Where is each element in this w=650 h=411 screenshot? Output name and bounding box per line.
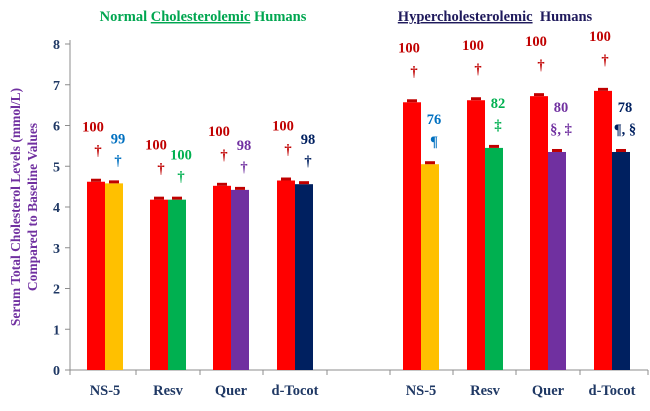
baseline-percent-label: 100 (82, 120, 104, 136)
group-title-2: Hypercholesterolemic Humans (398, 9, 593, 25)
treated-percent-label: 99 (111, 131, 126, 147)
error-bar (407, 99, 417, 103)
y-tick-label: 6 (53, 120, 60, 135)
baseline-bar (150, 199, 168, 370)
baseline-bar (403, 102, 421, 371)
baseline-significance-label: † (157, 162, 164, 178)
y-tick-label: 7 (53, 79, 60, 94)
error-bar (616, 148, 626, 152)
treated-bar (421, 164, 439, 370)
baseline-bar (87, 181, 105, 370)
treated-percent-label: 82 (491, 96, 506, 112)
error-bar (489, 144, 499, 148)
baseline-significance-label: † (537, 58, 544, 74)
error-bar (154, 196, 164, 200)
baseline-significance-label: † (410, 64, 417, 80)
treated-significance-label: † (177, 170, 184, 186)
error-bar (299, 181, 309, 185)
y-tick-label: 5 (53, 160, 60, 175)
baseline-percent-label: 100 (272, 119, 294, 135)
category-label: Resv (153, 383, 184, 399)
treated-significance-label: ¶, § (614, 122, 636, 138)
baseline-significance-label: † (94, 144, 101, 160)
baseline-significance-label: † (474, 62, 481, 78)
baseline-percent-label: 100 (145, 138, 167, 154)
treated-percent-label: 100 (170, 148, 192, 164)
error-bar (534, 93, 544, 97)
baseline-percent-label: 100 (589, 29, 611, 45)
baseline-percent-label: 100 (525, 34, 547, 50)
group-title-part: Normal (100, 9, 151, 25)
error-bar (91, 178, 101, 182)
error-bar (172, 196, 182, 200)
treated-bar (231, 189, 249, 370)
group-title-part: Hypercholesterolemic (398, 9, 533, 25)
treated-significance-label: §, ‡ (550, 122, 572, 138)
treated-significance-label: † (304, 154, 311, 170)
treated-significance-label: ‡ (494, 118, 501, 134)
group-title-1: Normal Cholesterolemic Humans (100, 9, 307, 25)
baseline-bar (594, 90, 612, 371)
treated-significance-label: ¶ (430, 134, 438, 150)
treated-percent-label: 78 (618, 100, 633, 116)
y-tick-label: 1 (53, 323, 60, 338)
baseline-bar (277, 180, 295, 370)
error-bar (425, 161, 435, 165)
treated-bar (295, 184, 313, 370)
treated-percent-label: 76 (427, 112, 442, 128)
y-tick-label: 3 (53, 242, 60, 257)
treated-bar (485, 147, 503, 370)
error-bar (281, 177, 291, 181)
y-tick-label: 2 (53, 283, 60, 298)
category-label: Quer (215, 383, 248, 399)
error-bar (598, 87, 608, 91)
baseline-percent-label: 100 (462, 38, 484, 54)
group-title-part: Cholesterolemic (151, 9, 251, 25)
baseline-significance-label: † (601, 53, 608, 69)
category-label: d-Tocot (272, 383, 319, 399)
error-bar (109, 180, 119, 184)
category-label: Resv (470, 383, 501, 399)
group-title-part: Humans (533, 9, 593, 25)
treated-bar (168, 199, 186, 370)
y-tick-label: 8 (53, 38, 60, 53)
y-tick-label: 4 (53, 201, 60, 216)
baseline-bar (530, 96, 548, 370)
baseline-bar (467, 100, 485, 371)
baseline-percent-label: 100 (398, 40, 420, 56)
baseline-percent-label: 100 (208, 124, 230, 140)
treated-significance-label: † (240, 160, 247, 176)
y-axis-title-line2: Compared to Baseline Values (25, 123, 40, 291)
treated-bar (105, 183, 123, 370)
error-bar (235, 186, 245, 190)
baseline-significance-label: † (284, 143, 291, 159)
treated-bar (548, 151, 566, 370)
y-tick-label: 0 (53, 364, 60, 379)
baseline-bar (213, 185, 231, 370)
y-axis-title-line1: Serum Total Cholesterol Levels (mmol/L) (8, 88, 23, 326)
category-label: NS-5 (90, 383, 121, 399)
error-bar (217, 182, 227, 186)
category-label: Quer (532, 383, 565, 399)
treated-bar (612, 151, 630, 370)
error-bar (552, 148, 562, 152)
treated-significance-label: † (114, 153, 121, 169)
category-label: NS-5 (406, 383, 437, 399)
treated-percent-label: 98 (237, 138, 252, 154)
group-title-part: Humans (250, 9, 306, 25)
baseline-significance-label: † (220, 148, 227, 164)
category-label: d-Tocot (589, 383, 636, 399)
treated-percent-label: 98 (301, 132, 316, 148)
treated-percent-label: 80 (554, 100, 569, 116)
error-bar (471, 97, 481, 101)
